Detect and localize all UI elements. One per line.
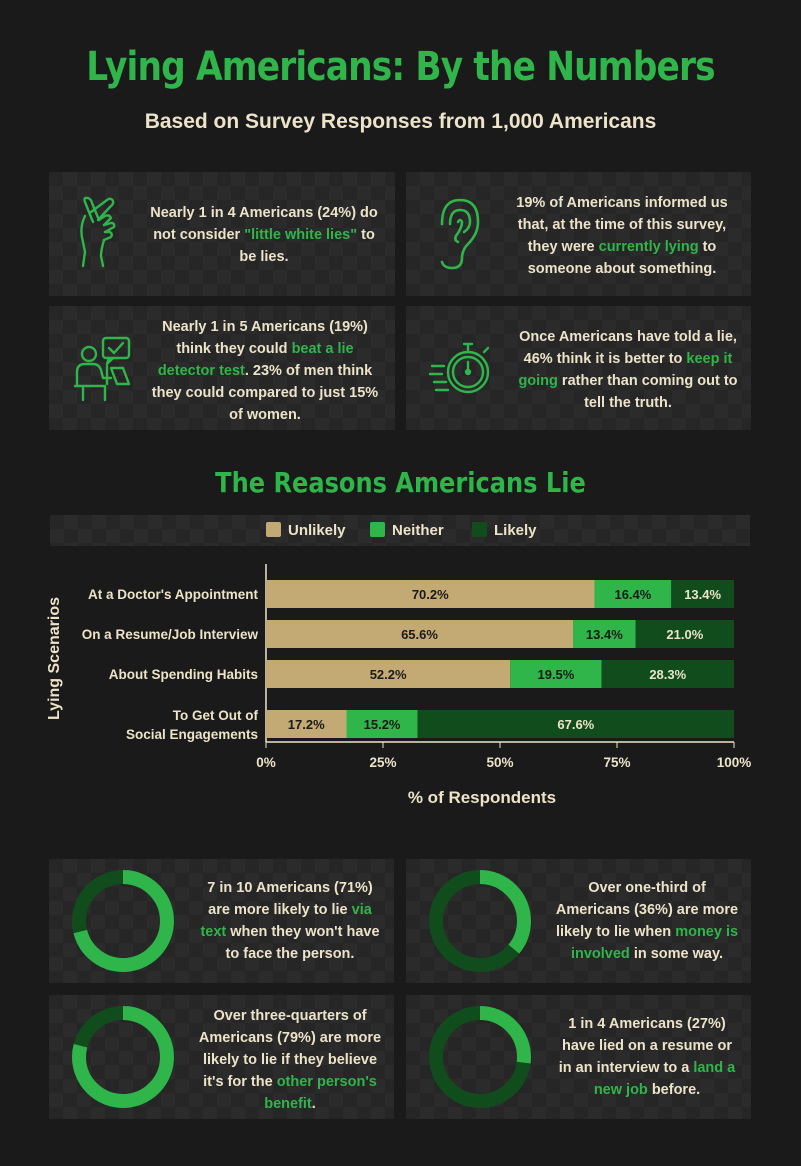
donut-text-4: 1 in 4 Americans (27%) have lied on a re…	[558, 1016, 736, 1098]
donut-fill	[72, 1006, 174, 1108]
page-title: Lying Americans: By the Numbers	[86, 44, 715, 90]
fact-card-1: Nearly 1 in 4 Americans (24%) do not con…	[49, 172, 395, 296]
stacked-bar-chart: 0% 25% 50% 75% 100% % of Respondents At a Doct…	[82, 564, 752, 807]
bar-segment-unlikely	[266, 580, 595, 608]
x-tick-label: 75%	[603, 755, 630, 770]
legend-label-neither: Neither	[392, 522, 444, 539]
donut-fill	[429, 870, 531, 972]
data-label: 28.3%	[649, 667, 686, 682]
donut-chart-3	[72, 1006, 174, 1108]
bar-segment-neither	[346, 710, 418, 738]
donut-text-1: 7 in 10 Americans (71%) are more likely …	[200, 880, 380, 962]
x-tick-label: 100%	[717, 755, 752, 770]
category-label: To Get Out of	[173, 708, 259, 723]
donut-chart-2	[429, 870, 531, 972]
data-label: 15.2%	[364, 717, 401, 732]
ear-icon	[440, 198, 480, 270]
fact-text-4: Once Americans have told a lie, 46% thin…	[518, 329, 738, 411]
data-label: 70.2%	[412, 587, 449, 602]
legend-label-unlikely: Unlikely	[288, 522, 346, 539]
bar-segment-neither	[594, 580, 672, 608]
data-label: 65.6%	[401, 627, 438, 642]
data-label: 13.4%	[684, 587, 721, 602]
donut-fill	[429, 1006, 531, 1108]
legend-label-likely: Likely	[494, 522, 537, 539]
x-tick-label: 0%	[256, 755, 276, 770]
fact-text-2: 19% of Americans informed us that, at th…	[516, 195, 728, 277]
donut-text-3: Over three-quarters of Americans (79%) a…	[198, 1008, 382, 1112]
legend-swatch-likely	[472, 522, 487, 537]
bar-segment-unlikely	[266, 710, 347, 738]
bar-segment-likely	[671, 580, 734, 608]
data-label: 19.5%	[537, 667, 574, 682]
fact-card-3: Nearly 1 in 5 Americans (19%) think they…	[49, 306, 395, 430]
category-label: Social Engagements	[126, 727, 258, 742]
donut-card-2: Over one-third of Americans (36%) are mo…	[406, 859, 751, 983]
section-title: The Reasons Americans Lie	[215, 466, 586, 499]
stopwatch-icon	[428, 342, 490, 394]
donut-card-1: 7 in 10 Americans (71%) are more likely …	[49, 859, 394, 983]
fact-text-3: Nearly 1 in 5 Americans (19%) think they…	[151, 319, 379, 423]
donut-card-4: 1 in 4 Americans (27%) have lied on a re…	[406, 995, 751, 1119]
fact-card-4: Once Americans have told a lie, 46% thin…	[406, 306, 751, 430]
data-label: 52.2%	[370, 667, 407, 682]
category-label: About Spending Habits	[109, 667, 258, 682]
fact-highlight-3: beat a lie detector test	[157, 341, 354, 379]
data-label: 13.4%	[586, 627, 623, 642]
fact-text-1: Nearly 1 in 4 Americans (24%) do not con…	[150, 205, 378, 265]
page-subtitle: Based on Survey Responses from 1,000 Ame…	[144, 110, 657, 133]
data-label: 17.2%	[288, 717, 325, 732]
fact-card-2: 19% of Americans informed us that, at th…	[406, 172, 751, 296]
data-label: 67.6%	[557, 717, 594, 732]
donut-chart-4	[429, 1006, 531, 1108]
bar-segment-likely	[635, 620, 734, 648]
data-label: 16.4%	[614, 587, 651, 602]
chart-legend: Unlikely Neither Likely	[50, 515, 750, 546]
x-axis-label: % of Respondents	[408, 788, 556, 807]
bar-segment-likely	[417, 710, 734, 738]
bar-segment-unlikely	[266, 660, 511, 688]
legend-swatch-unlikely	[266, 522, 281, 537]
bar-segment-neither	[510, 660, 602, 688]
fact-highlight-2: currently lying	[598, 239, 699, 255]
x-tick-label: 25%	[369, 755, 396, 770]
fact-highlight-4: keep it going	[518, 351, 733, 389]
data-label: 21.0%	[666, 627, 703, 642]
donut-text-2: Over one-third of Americans (36%) are mo…	[555, 880, 739, 962]
donut-card-3: Over three-quarters of Americans (79%) a…	[49, 995, 394, 1119]
donut-fill	[72, 870, 174, 972]
bar-segment-neither	[573, 620, 636, 648]
category-label: On a Resume/Job Interview	[82, 627, 259, 642]
fact-highlight-1: "little white lies"	[244, 227, 358, 243]
bar-segment-unlikely	[266, 620, 574, 648]
crossed-fingers-icon	[80, 196, 116, 268]
legend-swatch-neither	[370, 522, 385, 537]
donut-chart-1	[72, 870, 174, 972]
lie-detector-person-icon	[73, 336, 131, 402]
bar-segment-likely	[601, 660, 734, 688]
x-tick-label: 50%	[486, 755, 513, 770]
category-label: At a Doctor's Appointment	[88, 587, 258, 602]
